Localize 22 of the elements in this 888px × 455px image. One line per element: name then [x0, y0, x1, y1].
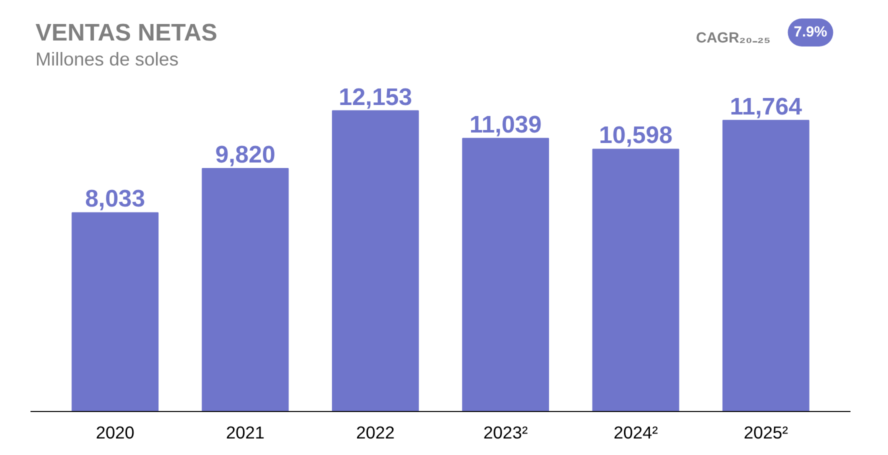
data-label: 10,598	[599, 122, 672, 150]
x-tick-label: 2024²	[614, 422, 658, 442]
text: CAGR₂₀₋₂₅	[696, 30, 771, 46]
chart-subtitle: Millones de soles	[36, 48, 179, 70]
bar	[72, 212, 159, 412]
x-tick-label: 2022	[356, 422, 395, 442]
x-tick-label: 2021	[226, 422, 265, 442]
text: 7.9%	[794, 24, 828, 40]
bar	[462, 138, 550, 412]
x-tick-label: 2020	[96, 422, 134, 442]
chart-title: VENTAS NETAS	[36, 20, 218, 46]
bar	[722, 120, 810, 412]
x-tick-label: 2025²	[744, 422, 788, 442]
x-tick-label: 2023²	[483, 422, 528, 442]
data-label: 11,039	[470, 111, 542, 138]
bar	[332, 110, 419, 412]
bar	[202, 168, 289, 412]
data-label: 12,153	[338, 84, 412, 111]
data-label: 11,764	[730, 93, 803, 120]
bar	[592, 148, 680, 412]
data-label: 9,820	[215, 141, 276, 168]
data-label: 8,033	[85, 186, 146, 213]
